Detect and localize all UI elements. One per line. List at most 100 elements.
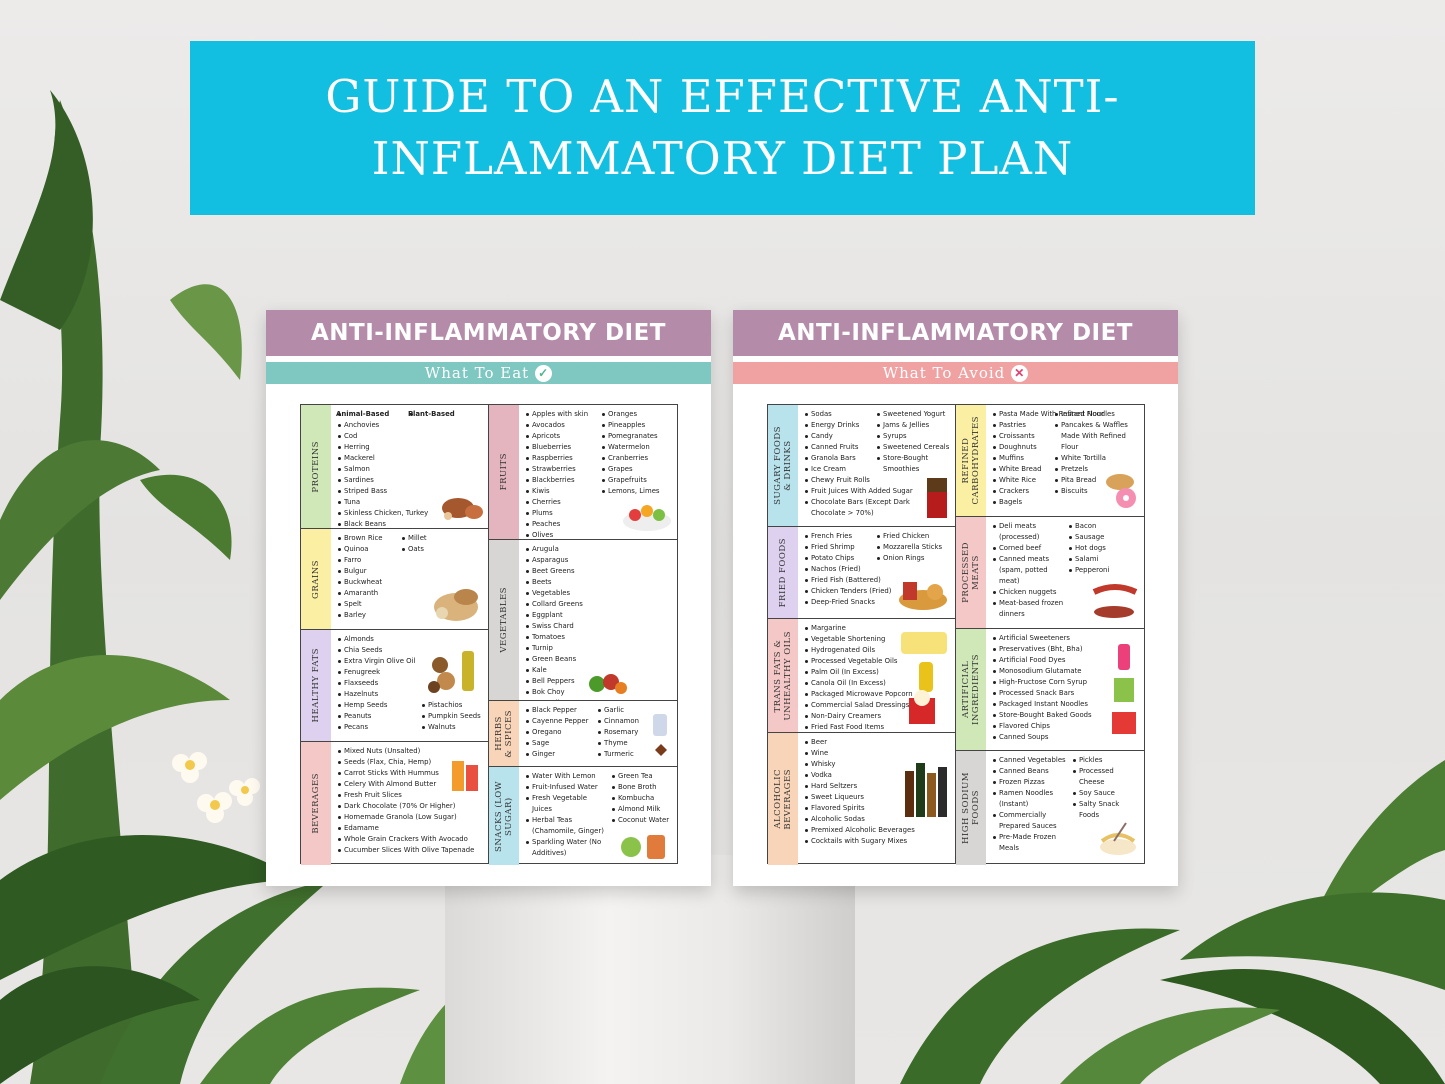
food-list: Pistachios Pumpkin Seeds Walnuts xyxy=(420,700,484,733)
list-item: Skinless Chicken, Turkey xyxy=(336,508,428,519)
poster-what-to-avoid: ANTI-INFLAMMATORY DIET What To Avoid ✕ S… xyxy=(733,310,1178,886)
chocolate-image xyxy=(927,478,947,518)
poster-subtitle: What To Eat xyxy=(424,364,530,382)
list-item: Asparagus xyxy=(524,555,600,566)
list-item: Lemons, Limes xyxy=(600,486,672,497)
food-list: Deli meats (processed) Corned beef Canned m… xyxy=(991,521,1067,620)
list-item: Bell Peppers xyxy=(524,676,600,687)
list-item: Bulgur xyxy=(336,566,400,577)
list-item: Buckwheat xyxy=(336,577,400,588)
section-proteins: PROTEINS Animal-Based Plant-Based Anchov… xyxy=(301,405,488,529)
section-label: HEALTHY FATS xyxy=(311,648,321,723)
list-item: Cod xyxy=(336,431,408,442)
right-column: FRUITS Apples with skin Avocados Apricots B… xyxy=(489,405,677,865)
list-item: Salmon xyxy=(336,464,408,475)
food-list: Bacon Sausage Hot dogs Salami Pepperoni xyxy=(1067,521,1127,576)
list-item: Sweet Liqueurs xyxy=(803,792,923,803)
list-item: Pastries xyxy=(991,420,1053,431)
list-item: Cayenne Pepper xyxy=(524,716,596,727)
section-tab: BEVERAGES xyxy=(301,742,331,865)
section-beverages: BEVERAGES Mixed Nuts (Unsalted) Seeds (Fl… xyxy=(301,742,488,865)
list-item: Muffins xyxy=(991,453,1053,464)
list-item: Palm Oil (In Excess) xyxy=(803,667,913,678)
drinks-image xyxy=(621,835,665,859)
list-plant: Plant-Based xyxy=(408,409,480,420)
list-item: Water With Lemon xyxy=(524,771,610,782)
food-list: Black BeansChickpeasLentilsRed Kidney Be… xyxy=(336,519,414,528)
list-item: French Fries xyxy=(803,531,875,542)
list-item: Mackerel xyxy=(336,453,408,464)
food-list: Anchovies Cod Herring Mackerel Salmon Sardine… xyxy=(336,420,428,519)
list-item: Juices xyxy=(532,805,552,813)
list-item: Canned Soups xyxy=(991,732,1101,743)
list-item: Crackers xyxy=(991,486,1053,497)
section-fried-foods: FRIED FOODS French Fries Fried Shrimp Pota… xyxy=(768,527,955,619)
list-item: Fried Chicken xyxy=(875,531,947,542)
list-item: Peaches xyxy=(524,519,600,530)
list-item: Vodka xyxy=(803,770,923,781)
list-item: Garlic xyxy=(596,705,646,716)
list-item: Processed Vegetable Oils xyxy=(803,656,913,667)
list-item: Foods xyxy=(1079,811,1100,819)
list-item: Pretzels xyxy=(1053,464,1135,475)
list-item: (processed) xyxy=(999,533,1040,541)
food-list: Arugula Asparagus Beet Greens Beets Vegetabl… xyxy=(524,544,600,698)
list-item: Energy Drinks xyxy=(803,420,875,431)
section-sugary-foods: SUGARY FOODS & DRINKS Sodas Energy Drinks… xyxy=(768,405,955,527)
list-item: Arugula xyxy=(524,544,600,555)
list-item: Fruit Juices With Added Sugar xyxy=(803,486,913,497)
food-list: Beer Wine Whisky Vodka Hard Seltzers Sweet Li… xyxy=(803,737,923,847)
list-item: Eggplant xyxy=(524,610,600,621)
poster-subtitle-bar: What To Avoid ✕ xyxy=(733,362,1178,384)
list-item: Cherries xyxy=(524,497,600,508)
list-item: Fenugreek xyxy=(336,667,420,678)
section-refined-carbs: REFINED CARBOHYDRATES Pasta Made With Re… xyxy=(956,405,1144,517)
list-item: Salty Snack xyxy=(1071,799,1131,810)
list-item: Preservatives (Bht, Bha) xyxy=(991,644,1101,655)
list-item: Flavored Chips xyxy=(991,721,1101,732)
list-item: Pistachios xyxy=(420,700,484,711)
section-herbs-spices: HERBS & SPICES Black Pepper Cayenne Peppe… xyxy=(489,701,677,767)
section-healthy-fats: HEALTHY FATS Almonds Chia Seeds Extra Virg… xyxy=(301,630,488,742)
list-item: Canola Oil (In Excess) xyxy=(803,678,913,689)
list-item: Almond Milk xyxy=(610,804,672,815)
list-item: Oregano xyxy=(524,727,596,738)
section-label: SUGARY FOODS & DRINKS xyxy=(773,426,793,505)
poster-subtitle: What To Avoid xyxy=(882,364,1006,382)
list-item: Almonds xyxy=(336,634,420,645)
juice-image xyxy=(452,761,478,791)
section-alcoholic-beverages: ALCOHOLIC BEVERAGES Beer Wine Whisky Vodka H… xyxy=(768,733,955,865)
section-tab: ARTIFICIAL INGREDIENTS xyxy=(956,629,986,750)
list-item: Homemade Granola (Low Sugar) xyxy=(336,812,476,823)
list-item: Flaxseeds xyxy=(336,678,420,689)
food-list: Apples with skin Avocados Apricots Blueberr… xyxy=(524,409,600,539)
list-item: Canned Beans xyxy=(991,766,1071,777)
list-item: Beets xyxy=(524,577,600,588)
list-item: Extra Virgin Olive Oil xyxy=(336,656,420,667)
section-tab: VEGETABLES xyxy=(489,540,519,700)
list-item: Mozzarella Sticks xyxy=(875,542,947,553)
list-item: Fried Fast Food Items xyxy=(803,722,913,732)
list-item: Tomatoes xyxy=(524,632,600,643)
food-list: Almonds Chia Seeds Extra Virgin Olive Oil F… xyxy=(336,634,420,733)
food-list: Fried Chicken Mozzarella Sticks Onion Ring… xyxy=(875,531,947,564)
poster-title: ANTI-INFLAMMATORY DIET xyxy=(733,310,1178,356)
list-item: Sparkling Water (No xyxy=(524,837,610,848)
list-item: Flavored Spirits xyxy=(803,803,923,814)
list-item: Sodas xyxy=(803,409,875,420)
bread-donut-image xyxy=(1106,474,1136,508)
list-item: Commercial Salad Dressings xyxy=(803,700,913,711)
list-item: Sage xyxy=(524,738,596,749)
list-item: Carrot Sticks With Hummus xyxy=(336,768,476,779)
list-item: Oranges xyxy=(600,409,672,420)
food-list: Instant Noodles Pancakes & Waffles Made Wi… xyxy=(1053,409,1135,497)
list-item: Instant Noodles xyxy=(1053,409,1135,420)
list-item: Pita Bread xyxy=(1053,475,1135,486)
list-item: Green Beans xyxy=(524,654,600,665)
section-tab: GRAINS xyxy=(301,529,331,629)
artificial-products-image xyxy=(1112,644,1136,734)
food-list: Pickles Processed Cheese Soy Sauce Salty Sna… xyxy=(1071,755,1131,821)
section-label: PROTEINS xyxy=(311,440,321,493)
x-circle-icon: ✕ xyxy=(1011,364,1029,382)
list-item: Sausage xyxy=(1067,532,1127,543)
